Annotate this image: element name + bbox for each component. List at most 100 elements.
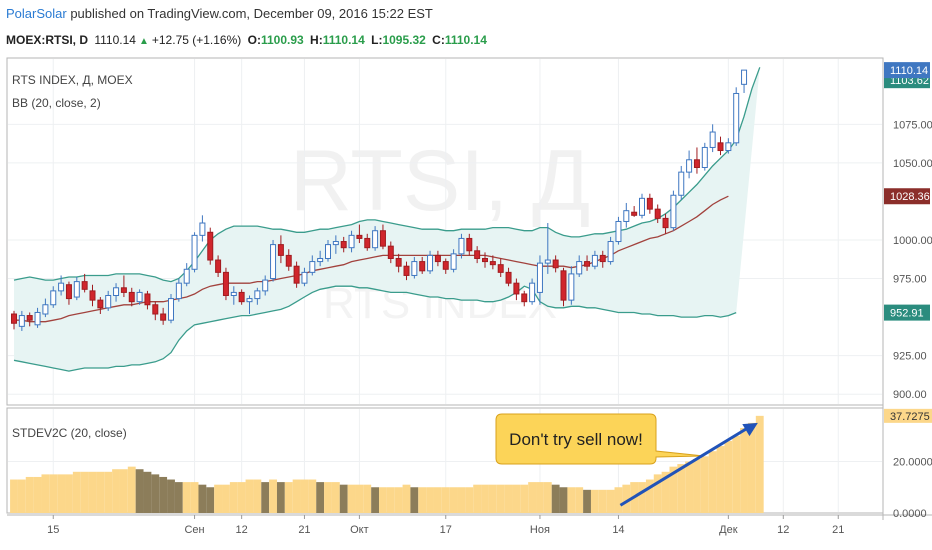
annotation-callout: Don't try sell now! bbox=[495, 413, 705, 465]
time-tick-label: Сен bbox=[184, 524, 204, 536]
stdev-bar bbox=[700, 456, 709, 513]
candle-body bbox=[317, 257, 324, 263]
candle-body bbox=[599, 254, 606, 263]
candle-body bbox=[434, 254, 441, 263]
stdev-bar bbox=[661, 471, 670, 513]
stdev-bar bbox=[386, 487, 395, 513]
stdev-bar bbox=[755, 415, 764, 513]
stdev-bar bbox=[324, 482, 332, 513]
candle-body bbox=[89, 290, 96, 301]
price-tick-label: 1075.00 bbox=[893, 119, 932, 131]
bollinger-upper-line bbox=[13, 67, 761, 283]
stdev-bar bbox=[198, 484, 207, 513]
candle-body bbox=[183, 268, 190, 284]
indicator-label-stdev: STDEV2C (20, close) bbox=[12, 426, 127, 440]
candle-body bbox=[81, 281, 88, 290]
candle-body bbox=[270, 244, 277, 280]
stdev-bar bbox=[606, 489, 615, 513]
stdev-bar bbox=[88, 471, 97, 513]
stdev-bar bbox=[732, 435, 741, 513]
candle-body bbox=[529, 282, 536, 303]
stdev-bar bbox=[708, 451, 717, 513]
stdev-bar bbox=[269, 479, 277, 513]
stdev-bar bbox=[135, 469, 144, 513]
candle-body bbox=[262, 279, 269, 292]
candle-body bbox=[175, 282, 182, 300]
stdev-axis-ticks: 37.7275 20.0000 0.0000 bbox=[884, 408, 932, 520]
stdev-bar bbox=[222, 484, 230, 513]
last-price-tag: 1110.14 bbox=[890, 65, 928, 77]
stdev-bar bbox=[528, 482, 537, 513]
stdev-bar bbox=[740, 428, 748, 513]
candle-body bbox=[552, 259, 559, 269]
stdev-bar bbox=[638, 482, 646, 513]
candle-body bbox=[18, 315, 25, 327]
candle-body bbox=[97, 299, 104, 309]
stdev-bar bbox=[41, 474, 50, 513]
stdev-bar bbox=[182, 482, 191, 513]
stdev-bar bbox=[536, 482, 544, 513]
candle-body bbox=[11, 313, 17, 324]
trend-arrow bbox=[619, 422, 758, 507]
price-tick-label: 925.00 bbox=[893, 351, 927, 363]
candle-body bbox=[544, 259, 551, 264]
candle-body bbox=[411, 261, 418, 276]
author-link[interactable]: PolarSolar bbox=[6, 6, 67, 21]
stdev-bar bbox=[292, 479, 301, 513]
stdev-bar bbox=[308, 479, 317, 513]
candle-body bbox=[497, 264, 504, 273]
stdev-bar bbox=[504, 484, 513, 513]
publish-info: published on TradingView.com, December 0… bbox=[70, 6, 433, 21]
close-label: C: bbox=[432, 33, 445, 47]
candle-body bbox=[120, 287, 127, 293]
time-tick-label: Ноя bbox=[530, 524, 550, 536]
stdev-bar bbox=[551, 484, 560, 513]
price-tick-label: 900.00 bbox=[893, 389, 927, 401]
candle-body bbox=[662, 217, 669, 229]
stdev-bar bbox=[10, 479, 18, 513]
time-tick-label: 12 bbox=[777, 524, 789, 536]
price-tick-label: 975.00 bbox=[893, 274, 927, 286]
stdev-bar bbox=[512, 484, 521, 513]
price-change: +12.75 (+1.16%) bbox=[151, 33, 242, 47]
stdev-bar bbox=[284, 482, 293, 513]
candle-body bbox=[301, 271, 308, 284]
stdev-bar bbox=[394, 487, 403, 513]
stdev-bar bbox=[645, 479, 654, 513]
stdev-bar bbox=[151, 474, 160, 513]
candle-body bbox=[686, 159, 693, 173]
candle-body bbox=[505, 271, 512, 284]
candles bbox=[11, 69, 748, 331]
candle-body bbox=[513, 282, 520, 295]
candle-body bbox=[128, 291, 135, 303]
time-axis-ticks: 15 Сен 12 21 Окт 17 Ноя 14 Дек 12 21 bbox=[47, 515, 844, 536]
candle-body bbox=[191, 234, 198, 270]
stdev-bar bbox=[677, 464, 686, 513]
candle-body bbox=[246, 298, 253, 303]
stdev-bar bbox=[426, 487, 434, 513]
candle-body bbox=[741, 69, 748, 85]
stdev-bar bbox=[575, 487, 584, 513]
stdev-bar bbox=[567, 487, 576, 513]
candle-body bbox=[372, 230, 379, 249]
candle-body bbox=[560, 270, 567, 301]
trend-arrow-shaft bbox=[619, 426, 749, 507]
stdev-bar bbox=[65, 474, 73, 513]
stdev-bar bbox=[598, 489, 607, 513]
stdev-bar bbox=[693, 458, 701, 513]
stdev-bar bbox=[143, 471, 152, 513]
stdev-bar bbox=[167, 479, 175, 513]
stdev-bar bbox=[433, 487, 442, 513]
stdev-bar bbox=[237, 482, 246, 513]
candle-body bbox=[50, 290, 57, 306]
candle-body bbox=[458, 237, 465, 255]
low-value: 1095.32 bbox=[382, 33, 426, 47]
stdev-last-tag bbox=[884, 408, 932, 423]
open-value: 1100.93 bbox=[260, 33, 304, 47]
candle-body bbox=[639, 197, 645, 216]
stdev-bar bbox=[402, 484, 411, 513]
candle-body bbox=[489, 261, 496, 266]
candle-body bbox=[521, 293, 528, 303]
candle-body bbox=[701, 146, 708, 168]
